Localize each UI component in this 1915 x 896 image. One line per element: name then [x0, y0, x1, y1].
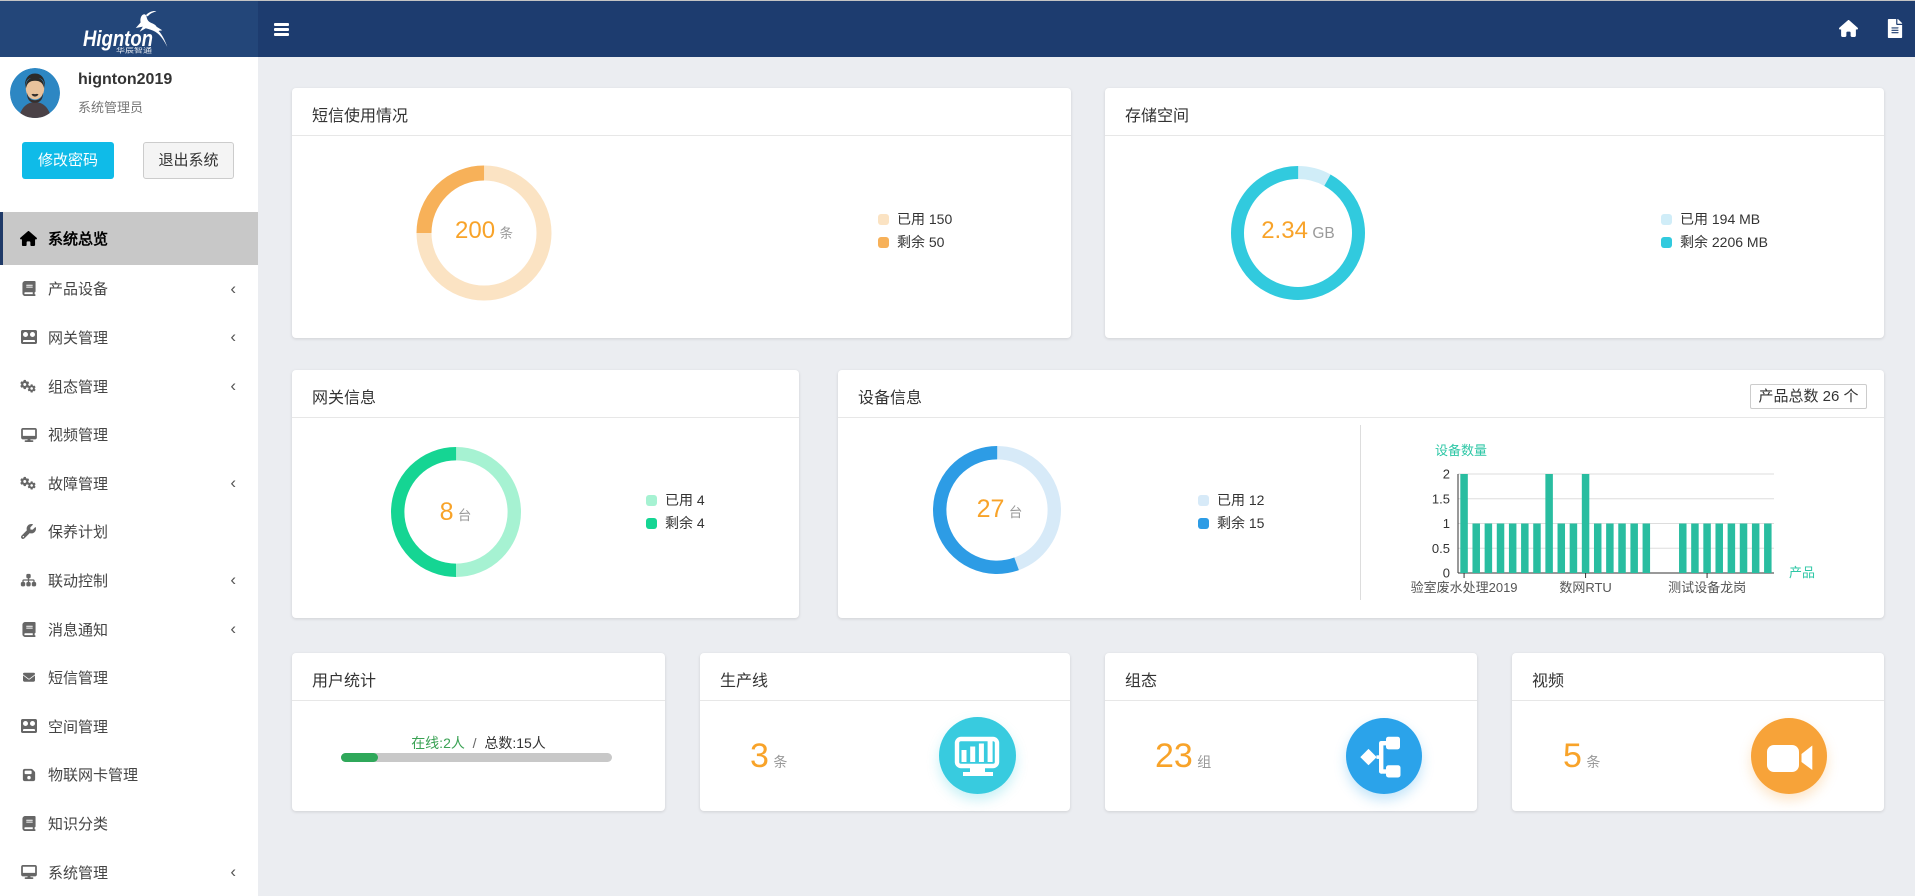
svg-text:0.5: 0.5	[1432, 541, 1450, 556]
svg-text:验室废水处理2019: 验室废水处理2019	[1411, 580, 1518, 595]
svg-text:2: 2	[1443, 467, 1450, 482]
svg-text:0: 0	[1443, 566, 1450, 581]
svg-text:设备数量: 设备数量	[1435, 443, 1487, 458]
svg-text:数网RTU: 数网RTU	[1559, 580, 1611, 595]
svg-text:华辰智通: 华辰智通	[116, 46, 153, 55]
svg-text:1: 1	[1443, 516, 1450, 531]
svg-text:测试设备龙岗: 测试设备龙岗	[1668, 580, 1746, 595]
svg-text:1.5: 1.5	[1432, 491, 1450, 506]
svg-text:产品: 产品	[1789, 565, 1815, 580]
